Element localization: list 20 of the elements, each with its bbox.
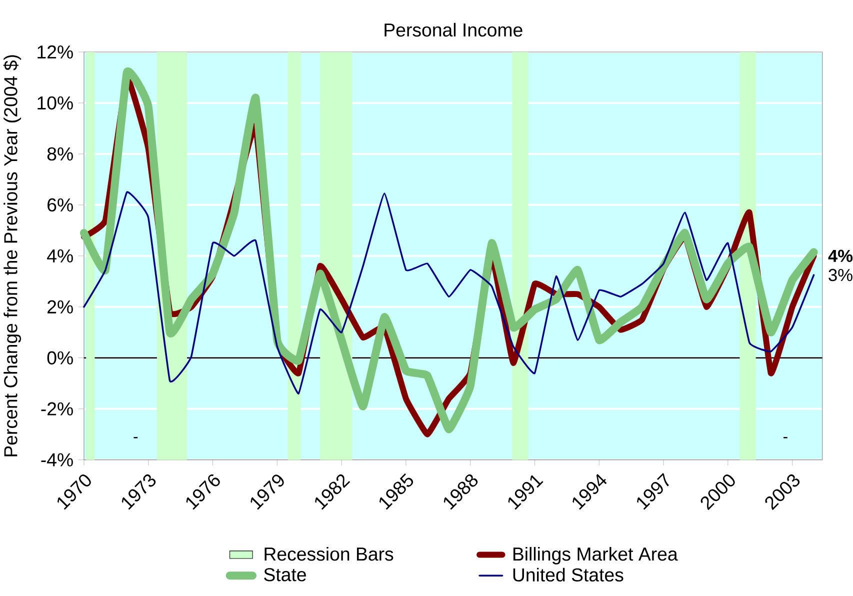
legend-label: United States (513, 568, 624, 582)
y-axis-title: Percent Change from the Previous Year (2004 $) (3, 55, 22, 456)
legend-label: Billings Market Area (513, 547, 678, 564)
y-tick-label: 10% (38, 96, 73, 110)
y-tick-label: -2% (41, 402, 73, 416)
y-tick-label: 8% (47, 147, 73, 161)
legend-label: State (264, 568, 306, 582)
annotation: - (783, 437, 788, 438)
line-series (83, 191, 815, 395)
legend-label: Recession Bars (264, 547, 394, 561)
y-tick-label: 2% (48, 300, 73, 314)
y-tick-label: 6% (48, 198, 73, 212)
y-tick-label: 12% (38, 46, 73, 59)
chart-title: Personal Income (384, 23, 522, 37)
y-tick-label: 4% (47, 249, 73, 263)
y-tick-label: 0% (47, 351, 73, 365)
data-label: 3% (828, 268, 852, 282)
data-label: 4% (828, 250, 853, 262)
annotation: - (134, 437, 138, 438)
y-tick-label: -4% (41, 453, 73, 466)
